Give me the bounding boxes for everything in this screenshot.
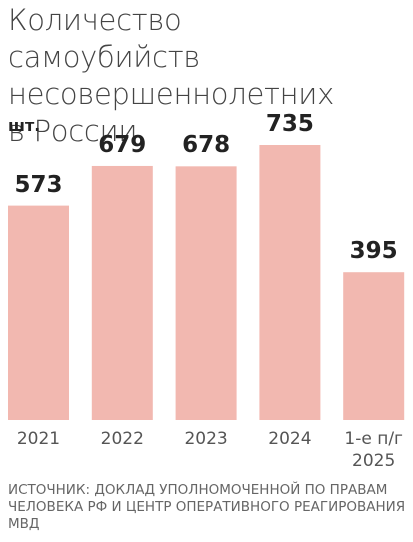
chart [8, 145, 405, 420]
x-tick-label: 2022 [100, 429, 144, 449]
bar [259, 145, 321, 420]
bar [175, 166, 237, 420]
bar [8, 205, 69, 420]
unit-label: шт. [8, 116, 41, 135]
x-tick-label: 2023 [184, 429, 228, 449]
source-note: ИСТОЧНИК: ДОКЛАД УПОЛНОМОЧЕННОЙ ПО ПРАВА… [8, 482, 406, 532]
bar [91, 165, 153, 420]
value-label: 679 [98, 131, 147, 158]
value-label: 735 [265, 111, 314, 137]
value-label: 678 [182, 132, 231, 159]
value-label: 395 [349, 238, 398, 265]
value-label: 573 [14, 171, 63, 198]
x-tick-label: 1-е п/г 2025 [344, 429, 403, 471]
x-tick-label: 2021 [16, 429, 61, 449]
chart-title: Количество самоубийств несовершеннолетни… [8, 3, 334, 148]
x-tick-label: 2024 [268, 429, 312, 449]
bar [343, 272, 405, 420]
